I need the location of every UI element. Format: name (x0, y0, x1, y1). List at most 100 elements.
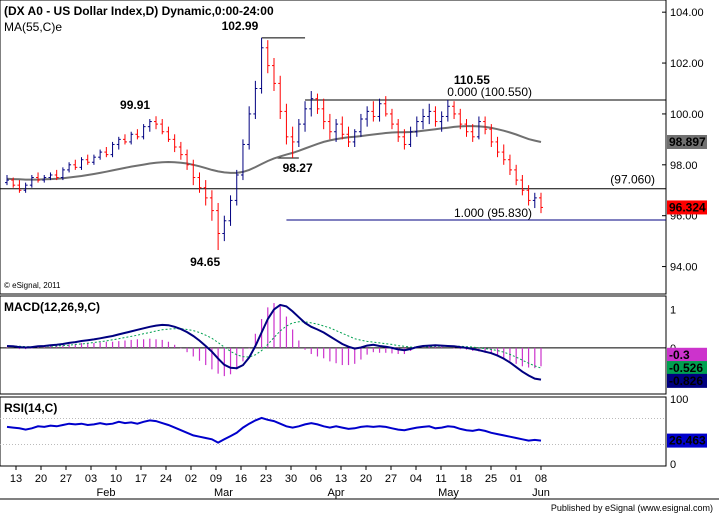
time-tick-label: 04 (410, 473, 422, 485)
price-bar (539, 192, 543, 214)
price-bar (464, 119, 469, 137)
macd-signal-line (7, 321, 542, 369)
rsi-panel (0, 396, 667, 467)
rsi-line (6, 416, 542, 444)
time-tick-label: 02 (185, 473, 197, 485)
macd-last-box (667, 373, 707, 388)
price-bar (160, 119, 165, 135)
price-y-tick-label: 102.00 (670, 58, 704, 70)
price-annotations: 99.91 94.65 102.99 98.27 110.55 (120, 19, 490, 269)
macd-title: MACD(12,26,9,C) (4, 300, 100, 314)
price-bar (172, 134, 177, 153)
price-bar (520, 174, 525, 196)
price-bar (427, 103, 432, 125)
time-tick-label: 27 (60, 473, 72, 485)
price-bar (327, 113, 332, 140)
price-bar (253, 80, 258, 120)
time-axis: 13 20 27 03 10 17 24 02 09 16 23 30 06 13 20 27 04 11 18 25… (10, 466, 550, 499)
price-bar (228, 195, 233, 226)
price-bar (247, 106, 252, 150)
price-y-tick-label: 98.00 (670, 160, 698, 172)
price-bars (5, 37, 543, 251)
price-bar (222, 215, 227, 242)
price-bar (191, 159, 196, 186)
price-bar (29, 174, 34, 188)
price-bar (514, 164, 519, 186)
macd-last: -0.826 (669, 374, 703, 388)
price-bar (489, 124, 494, 147)
price-bar (178, 141, 183, 160)
time-tick-label: 27 (385, 473, 397, 485)
price-bar (495, 136, 500, 158)
price-bar (116, 136, 121, 150)
month-label: Jun (532, 487, 550, 499)
time-tick-label: 30 (285, 473, 297, 485)
price-bar (154, 116, 159, 130)
fib-level-label: (97.060) (610, 173, 655, 187)
price-y-tick-label: 104.00 (670, 7, 704, 19)
fib-levels: 0.000 (100.550) (97.060) 1.000 (95.830) (0, 37, 666, 221)
price-bar (197, 172, 202, 193)
price-bar (85, 154, 90, 165)
price-bar (458, 108, 463, 130)
fib-level-label: 0.000 (100.550) (447, 85, 532, 99)
price-bar (377, 98, 382, 122)
month-label: May (438, 487, 459, 499)
price-bar (73, 159, 78, 170)
price-bar (234, 169, 239, 206)
price-marker-label: 94.65 (190, 255, 220, 269)
price-bar (209, 190, 214, 221)
price-bar (48, 172, 53, 181)
price-bar (129, 131, 134, 145)
rsi-path (6, 416, 542, 444)
rsi-y-tick-label: 100 (670, 394, 688, 406)
price-marker-label: 98.27 (283, 161, 313, 175)
price-bar (122, 134, 127, 145)
time-tick-label: 09 (210, 473, 222, 485)
price-bar (346, 126, 351, 147)
price-marker-label: 99.91 (120, 98, 150, 112)
price-bar (240, 139, 245, 181)
price-bar (365, 106, 370, 127)
ma-line (6, 125, 542, 181)
price-bar (389, 108, 394, 130)
price-bar (408, 126, 413, 147)
price-bar (147, 119, 152, 132)
macd-hist-last-box (667, 347, 707, 362)
price-bar (526, 185, 531, 206)
rsi-last-value: 26.463 (669, 434, 706, 448)
price-bar (272, 57, 276, 92)
last-price-value: 96.324 (669, 200, 706, 214)
price-bar (501, 144, 506, 165)
price-bar (507, 154, 512, 175)
rsi-y-tick-label: 0 (670, 459, 676, 471)
price-bar (5, 174, 9, 186)
price-bar (203, 180, 208, 206)
price-bar (352, 129, 357, 147)
price-bar (433, 106, 438, 127)
rsi-title: RSI(14,C) (4, 401, 57, 415)
price-y-axis: 104.00102.00100.0098.0096.0094.0098.8979… (662, 7, 707, 274)
rsi-last-box (667, 433, 707, 448)
price-bar (476, 116, 481, 140)
macd-line (6, 303, 542, 381)
publisher-credit: Published by eSignal (www.esignal.com) (551, 503, 713, 513)
price-bar (334, 119, 339, 142)
macd-hist-last: -0.3 (669, 348, 690, 362)
price-bar (439, 111, 444, 132)
time-tick-label: 03 (85, 473, 97, 485)
price-bar (321, 98, 326, 130)
price-y-tick-label: 100.00 (670, 109, 704, 121)
price-y-tick-label: 94.00 (670, 262, 698, 274)
macd-y-tick-label: 1 (670, 305, 676, 317)
price-bar (414, 116, 419, 137)
price-bar (265, 40, 270, 74)
price-bar (452, 101, 457, 120)
price-bar (135, 129, 140, 140)
price-bar (166, 126, 171, 142)
price-bar (315, 93, 320, 114)
time-tick-label: 13 (335, 473, 347, 485)
time-tick-label: 13 (10, 473, 22, 485)
macd-panel (0, 295, 667, 395)
macd-signal-last-box (667, 361, 707, 376)
